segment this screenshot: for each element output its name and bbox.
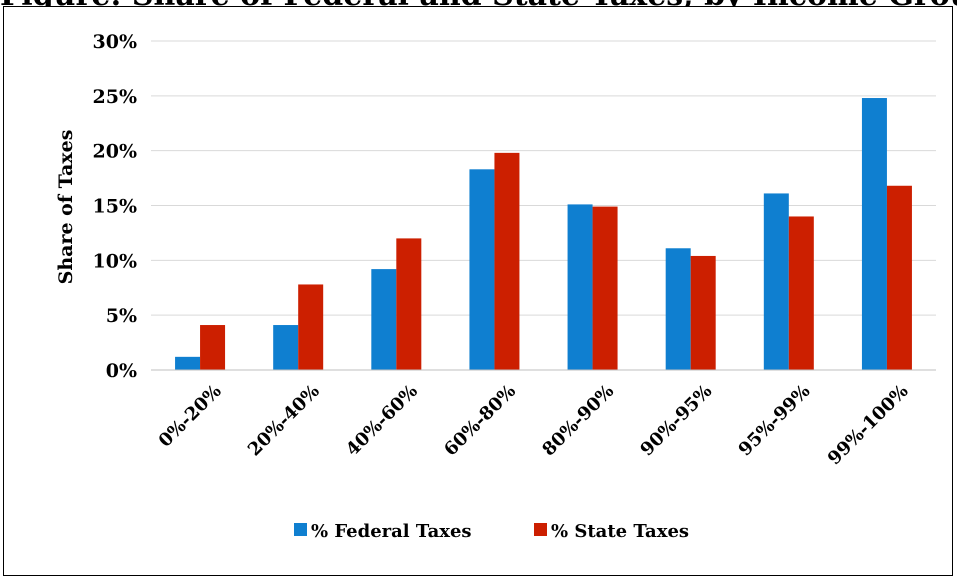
legend-swatch-federal	[294, 523, 307, 536]
x-category-label: 99%-100%	[824, 381, 913, 470]
bar-state	[298, 284, 324, 370]
x-category-label: 90%-95%	[636, 381, 716, 461]
legend: % Federal Taxes % State Taxes	[294, 521, 689, 542]
y-axis-label: Share of Taxes	[55, 130, 77, 285]
bars	[175, 98, 912, 370]
y-tick-label: 30%	[93, 31, 138, 53]
y-axis-ticks: 0% 5% 10% 15% 20% 25% 30%	[93, 31, 138, 382]
bar-state	[886, 185, 912, 370]
bar-federal	[273, 325, 299, 370]
bar-federal	[861, 98, 887, 370]
bar-state	[690, 255, 716, 370]
bar-federal	[175, 356, 201, 370]
y-tick-label: 20%	[93, 141, 138, 163]
bar-state	[592, 206, 618, 370]
chart-frame: 0% 5% 10% 15% 20% 25% 30% Share of Taxes 0%-20…	[3, 6, 953, 576]
x-axis-categories: 0%-20% 20%-40% 40%-60% 60%-80% 80%-90% 90%-95…	[155, 381, 913, 470]
bar-state	[396, 238, 422, 370]
bar-state	[200, 325, 226, 370]
y-tick-label: 15%	[93, 196, 138, 218]
legend-item: % Federal Taxes	[294, 521, 472, 542]
legend-label: % Federal Taxes	[311, 521, 472, 542]
gridlines	[151, 40, 936, 316]
x-category-label: 80%-90%	[538, 381, 618, 461]
bar-chart: 0% 5% 10% 15% 20% 25% 30% Share of Taxes 0%-20…	[55, 31, 936, 542]
x-category-label: 60%-80%	[440, 381, 520, 461]
bar-federal	[665, 248, 691, 370]
y-tick-label: 5%	[106, 305, 137, 327]
bar-federal	[371, 269, 397, 370]
y-tick-label: 10%	[93, 250, 138, 272]
legend-swatch-state	[534, 523, 547, 536]
bar-state	[494, 152, 520, 370]
x-category-label: 95%-99%	[735, 381, 815, 461]
x-category-label: 20%-40%	[244, 381, 324, 461]
x-category-label: 40%-60%	[342, 381, 422, 461]
bar-federal	[567, 204, 593, 370]
y-tick-label: 25%	[93, 86, 138, 108]
legend-label: % State Taxes	[551, 521, 689, 542]
legend-item: % State Taxes	[534, 521, 689, 542]
y-tick-label: 0%	[106, 360, 137, 382]
bar-state	[788, 216, 814, 370]
bar-federal	[469, 169, 495, 370]
bar-federal	[763, 193, 789, 370]
x-category-label: 0%-20%	[155, 381, 226, 452]
